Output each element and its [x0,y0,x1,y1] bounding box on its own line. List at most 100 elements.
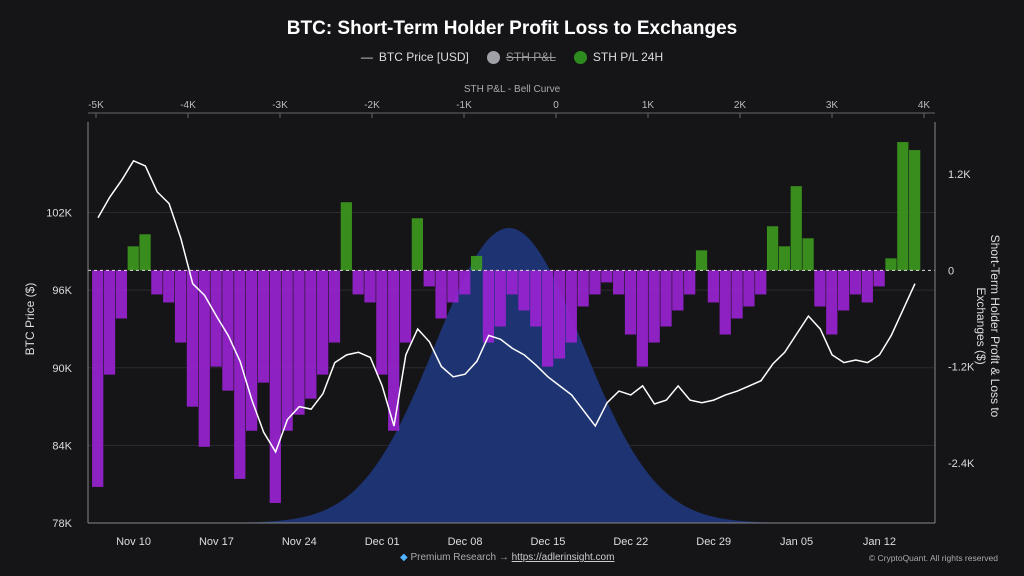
diamond-icon: ◆ [400,552,408,563]
sth-pl-bar [707,270,719,303]
x-axis-tick: Nov 10 [116,536,151,548]
sth-pl-bar [766,226,779,271]
legend-label: STH P/L 24H [592,50,664,64]
sth-pl-bar [293,270,305,415]
sth-pl-bar [861,270,873,303]
sth-pl-bar [246,270,258,431]
sth-pl-bar [411,218,423,271]
left-axis-tick: 78K [52,518,72,530]
sth-pl-bar [435,270,447,319]
sth-pl-bar [470,255,483,271]
sth-pl-bar [186,270,199,407]
sth-pl-bar [648,270,660,343]
top-axis-tick: 1K [642,100,655,111]
x-axis-tick: Dec 08 [448,536,483,548]
top-axis-tick: -5K [88,100,104,111]
sth-pl-bar [269,270,281,503]
top-axis-tick: 2K [734,100,747,111]
footer-promo: ◆ Premium Research → https://adlerinsigh… [400,552,614,563]
x-axis-tick: Dec 29 [696,536,731,548]
bell-curve-area [88,228,935,523]
sth-pl-bar [553,270,566,359]
sth-pl-bar [778,246,791,271]
sth-pl-bar [885,258,897,271]
sth-pl-bar [577,270,589,307]
legend-item-btc-price[interactable]: — BTC Price [USD] [361,50,469,64]
legend-item-sth-pl-24h[interactable]: STH P/L 24H [573,50,664,64]
sth-pl-bar [139,234,151,271]
sth-pl-bar [328,270,341,343]
sth-pl-bar [506,270,518,295]
x-axis-tick: Jan 12 [863,536,896,548]
x-axis-tick: Dec 22 [613,536,648,548]
sth-pl-bar [802,238,814,271]
sth-pl-bar [174,270,187,343]
x-axis-tick: Dec 15 [530,536,565,548]
legend-item-sth-pnl[interactable]: STH P&L [486,50,556,64]
sth-pl-bar [317,270,329,375]
x-axis-tick: Nov 24 [282,536,317,548]
sth-pl-bar [376,270,388,375]
sth-pl-bar [613,270,625,295]
sth-pl-bar [897,142,909,271]
sth-pl-bar [151,270,163,295]
sth-pl-bar [849,270,862,295]
top-axis-tick: -1K [456,100,472,111]
sth-pl-bar [340,202,352,271]
sth-pl-bar [565,270,577,343]
legend-label: BTC Price [USD] [378,50,469,64]
sth-pl-bar [281,270,293,431]
sth-pl-bar [494,270,506,327]
sth-pl-bar [790,186,802,271]
sth-pl-bar [624,270,637,335]
sth-pl-bar [814,270,826,307]
sth-pl-bar [388,270,400,431]
footer-link[interactable]: https://adlerinsight.com [511,552,615,563]
left-axis-tick: 84K [52,440,72,452]
x-axis-tick: Dec 01 [365,536,400,548]
sth-pl-bar [127,246,139,271]
legend: — BTC Price [USD] STH P&L STH P/L 24H [0,50,1024,64]
sth-pl-bar [601,270,613,283]
right-axis-tick: 1.2K [948,169,971,181]
sth-pl-bar [636,270,648,367]
footer-prefix: Premium Research → [410,552,509,563]
top-axis-tick: 4K [918,100,931,111]
x-axis-tick: Nov 17 [199,536,234,548]
right-axis-tick: 0 [948,265,954,277]
sth-pl-bar [257,270,270,383]
top-axis-tick: -3K [272,100,288,111]
sth-pl-bar [234,270,246,479]
sth-pl-bar [684,270,696,295]
copyright: © CryptoQuant. All rights reserved [868,553,998,563]
sth-pl-bar [589,270,601,295]
line-marker-icon: — [360,50,373,64]
btc-price-line [97,159,916,454]
sth-pl-bar [210,270,222,367]
right-axis-tick: -1.2K [948,362,975,374]
sth-pl-bar [731,270,743,319]
sth-pl-bar [755,270,767,295]
sth-pl-bar [518,270,530,311]
top-axis-tick: 0 [553,100,559,111]
sth-pl-bar [695,250,708,271]
sth-pl-bar [115,270,127,319]
x-axis-tick: Jan 05 [780,536,813,548]
dot-marker-icon [486,50,500,64]
top-axis-tick: -4K [180,100,196,111]
sth-pl-bar [838,270,850,311]
left-axis-tick: 96K [52,285,72,297]
chart-title: BTC: Short-Term Holder Profit Loss to Ex… [286,18,738,39]
sth-pl-bar [672,270,684,311]
right-axis-tick: -2.4K [948,458,975,470]
left-axis-tick: 90K [52,363,72,375]
sth-pl-bar [530,270,542,327]
sth-pl-bar [423,270,435,287]
top-axis-tick: 3K [826,100,839,111]
sth-pl-bar [459,270,471,295]
sth-pl-bar [103,270,116,375]
sth-pl-bar [352,270,364,295]
sth-pl-bar [305,270,317,399]
sth-pl-bar [909,150,921,271]
